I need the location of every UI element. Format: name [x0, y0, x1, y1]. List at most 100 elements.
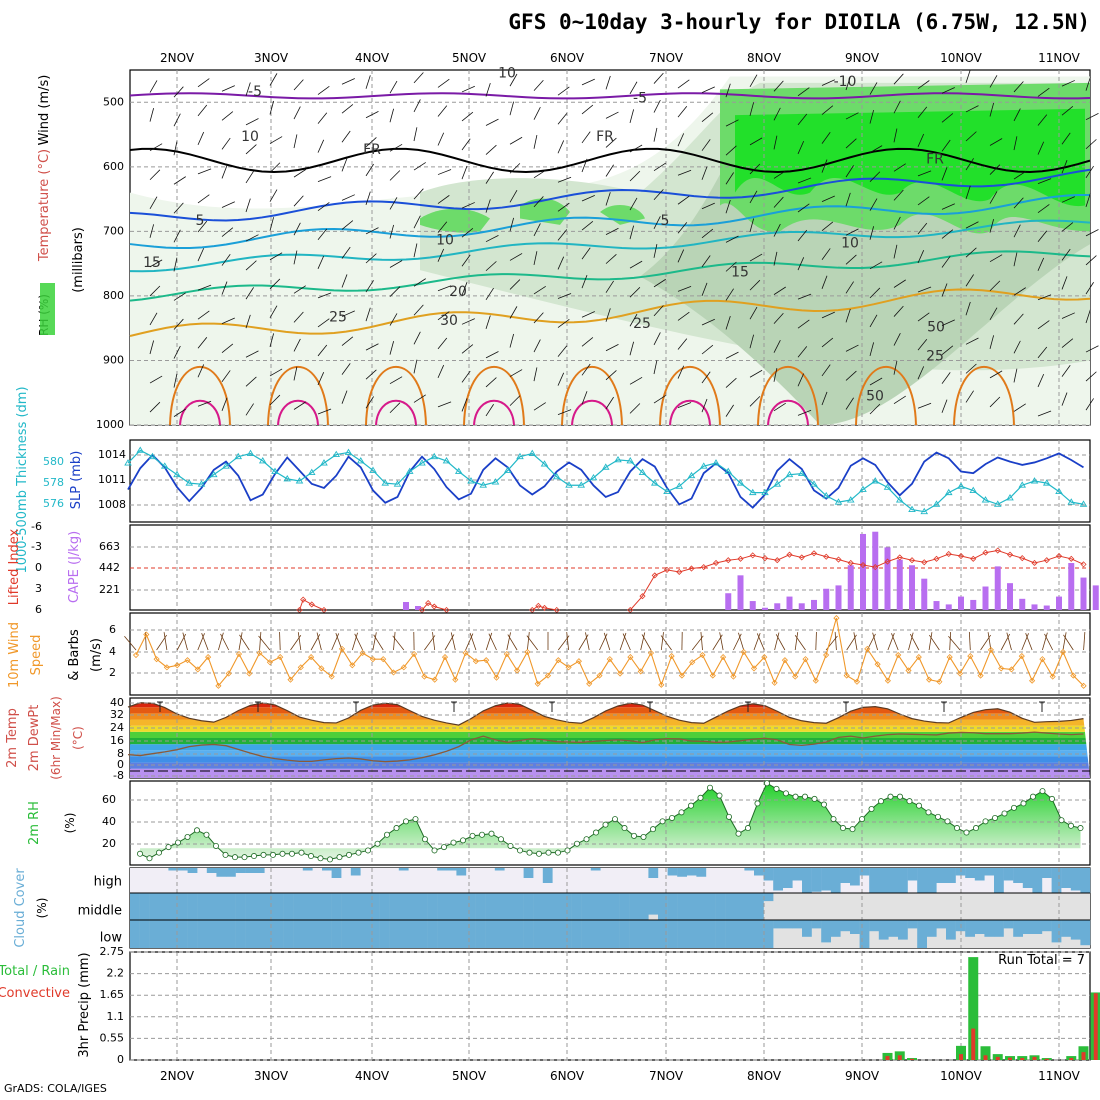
wind-barb	[173, 292, 186, 301]
isotherm-30-arch	[267, 366, 329, 426]
wind10m-barb	[660, 632, 664, 651]
wind-speed-point	[143, 631, 150, 638]
wind-barb	[557, 202, 570, 212]
tick-label: 442	[99, 561, 120, 574]
cloud-bar	[648, 868, 659, 878]
wind-barb	[965, 131, 977, 142]
wind-barb	[293, 134, 298, 149]
wind-speed-point	[596, 672, 603, 679]
cape-bar	[786, 596, 793, 610]
cloud-bar	[686, 893, 697, 920]
thickness-point	[859, 485, 867, 492]
wind-barb	[869, 145, 883, 153]
wind-barb	[293, 222, 301, 236]
lifted-index-point	[982, 549, 989, 556]
thickness-point	[932, 500, 941, 507]
thickness-point	[957, 482, 965, 489]
wind-barb	[269, 305, 278, 319]
wind-barb	[557, 113, 568, 125]
wind-barb	[869, 109, 875, 124]
wind-barb	[725, 288, 734, 301]
wind-barb	[149, 224, 155, 238]
wind-barb	[413, 331, 421, 345]
axis-label: 3hr Precip (mm)	[77, 952, 92, 1057]
thickness-point	[626, 457, 635, 464]
cloud-bar	[398, 868, 409, 871]
rh-area	[140, 783, 1081, 860]
wind10m-barb	[908, 632, 914, 651]
cloud-bar	[706, 920, 716, 948]
rh-point	[650, 826, 657, 833]
wind-barb	[197, 131, 205, 146]
wind-barb	[461, 111, 474, 122]
wind-barb	[773, 251, 778, 266]
rh-point	[868, 806, 875, 813]
cloud-bar	[725, 893, 735, 920]
cloud-bar	[638, 893, 649, 920]
wind-speed-point	[812, 677, 819, 684]
cloud-bar	[1003, 920, 1014, 929]
wind10m-barb	[259, 632, 262, 651]
wind-barb	[629, 197, 638, 211]
wind10m-barb	[279, 631, 281, 651]
rh-legend-swatch	[40, 283, 55, 335]
wind-speed-point	[256, 649, 263, 657]
wind10m-barb	[641, 634, 652, 651]
cloud-bar	[811, 920, 822, 929]
wind-barb	[989, 102, 995, 117]
wind-speed-point	[493, 674, 500, 681]
cloud-bar	[600, 893, 611, 920]
wind-barb	[893, 395, 906, 405]
rh-point	[792, 793, 799, 800]
lifted-index-point	[884, 558, 891, 565]
cloud-bar	[130, 893, 140, 920]
wind-barb	[1085, 193, 1091, 207]
wind10m-barb	[258, 635, 271, 651]
lifted-index-point	[970, 555, 977, 562]
wind-barb	[1013, 252, 1018, 267]
cape-bar	[811, 599, 817, 610]
wind-barb	[869, 226, 875, 240]
lifted-index-point	[1019, 555, 1026, 562]
wind-barb	[845, 192, 851, 207]
thickness-point	[320, 459, 328, 466]
wind-barb	[1061, 338, 1074, 348]
wind10m-barb	[887, 633, 895, 651]
wind-barb	[989, 219, 995, 233]
rh-point	[773, 785, 780, 792]
rh-point	[1039, 788, 1046, 795]
precip-conv-bar	[1081, 1052, 1086, 1060]
cloud-bar	[379, 920, 390, 948]
wind-speed-point	[709, 672, 716, 679]
cloud-bar	[446, 893, 457, 920]
cloud-bar	[149, 893, 159, 920]
wind-barb	[629, 170, 641, 182]
wind-barb	[821, 391, 828, 406]
wind-barb	[677, 338, 688, 350]
cloud-bar	[1022, 868, 1033, 888]
wind-barb	[269, 100, 275, 115]
lifted-index-point	[639, 593, 646, 600]
wind-barb	[245, 118, 259, 126]
rh-point	[1068, 822, 1075, 829]
wind10m-barb	[1062, 632, 1067, 651]
cloud-bar	[984, 868, 995, 876]
wind-barb	[293, 169, 306, 178]
cloud-bar	[581, 893, 591, 920]
wind-barb	[365, 163, 374, 177]
cloud-bar	[485, 893, 495, 920]
wind-speed-point	[905, 667, 912, 674]
wind-barb	[413, 72, 424, 84]
wind-barb	[605, 370, 617, 381]
wind-barb	[845, 138, 857, 149]
wind-barb	[1013, 340, 1021, 354]
tick-label: 40	[102, 815, 116, 828]
rh-point	[992, 814, 999, 821]
thickness-point	[332, 450, 341, 458]
wind-barb	[725, 119, 739, 127]
wind-barb	[941, 203, 955, 210]
wind-barb	[461, 228, 474, 238]
thickness-point	[393, 480, 402, 487]
rh-point	[593, 829, 600, 836]
cloud-bar	[178, 868, 188, 871]
